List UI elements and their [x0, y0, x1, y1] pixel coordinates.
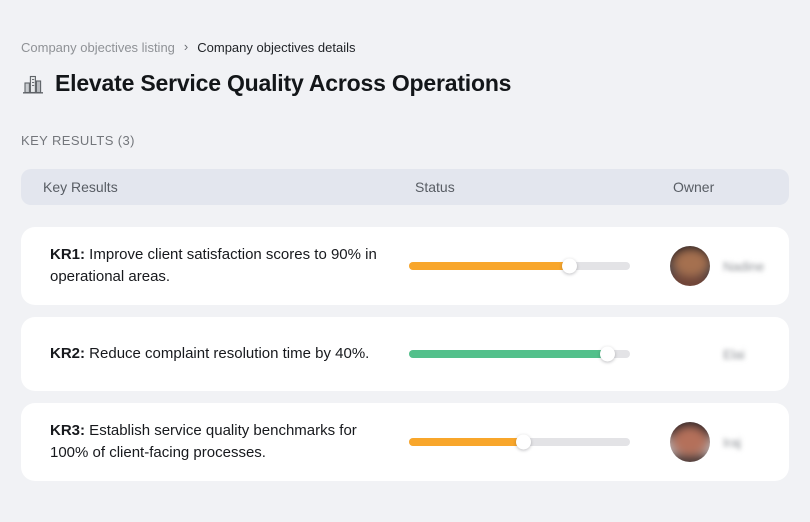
owner-name: Elai: [723, 346, 745, 362]
progress-track: [409, 434, 630, 450]
progress-track: [409, 258, 630, 274]
progress-knob[interactable]: [599, 346, 615, 362]
key-result-row-kr1[interactable]: KR1: Improve client satisfaction scores …: [21, 227, 789, 305]
key-result-text: KR3: Establish service quality benchmark…: [50, 422, 357, 461]
owner-cell: Nadine: [654, 246, 789, 286]
column-header-status: Status: [415, 179, 455, 195]
progress-slider[interactable]: [409, 346, 654, 362]
chevron-right-icon: ›: [183, 39, 189, 54]
owner-cell: Elai: [654, 334, 789, 374]
buildings-icon: [21, 72, 45, 96]
owner-cell: Iraj: [654, 422, 789, 462]
owner-avatar: [670, 334, 710, 374]
key-result-row-kr2[interactable]: KR2: Reduce complaint resolution time by…: [21, 317, 789, 391]
progress-knob[interactable]: [515, 434, 531, 450]
key-results-count-label: KEY RESULTS (3): [21, 133, 135, 148]
owner-name: Iraj: [723, 434, 742, 450]
breadcrumb-item-listing[interactable]: Company objectives listing: [21, 40, 175, 55]
progress-slider[interactable]: [409, 258, 654, 274]
progress-fill: [409, 262, 571, 270]
progress-knob[interactable]: [562, 258, 578, 274]
key-result-row-kr3[interactable]: KR3: Establish service quality benchmark…: [21, 403, 789, 481]
column-header-key-results: Key Results: [43, 179, 118, 195]
owner-avatar: [670, 422, 710, 462]
progress-track: [409, 346, 630, 362]
progress-fill: [409, 350, 608, 358]
key-result-text: KR1: Improve client satisfaction scores …: [50, 246, 377, 285]
progress-fill: [409, 438, 524, 446]
breadcrumb-item-details: Company objectives details: [197, 40, 356, 55]
owner-name: Nadine: [723, 258, 765, 274]
progress-slider[interactable]: [409, 434, 654, 450]
page-title-row: Elevate Service Quality Across Operation…: [21, 70, 789, 97]
column-header-owner: Owner: [673, 179, 715, 195]
key-results-list: KR1: Improve client satisfaction scores …: [21, 227, 789, 481]
table-header: Key Results Status Owner: [21, 169, 789, 205]
page-title: Elevate Service Quality Across Operation…: [55, 70, 512, 96]
owner-avatar: [670, 246, 710, 286]
key-result-text: KR2: Reduce complaint resolution time by…: [50, 345, 370, 362]
breadcrumb: Company objectives listing › Company obj…: [21, 0, 789, 55]
